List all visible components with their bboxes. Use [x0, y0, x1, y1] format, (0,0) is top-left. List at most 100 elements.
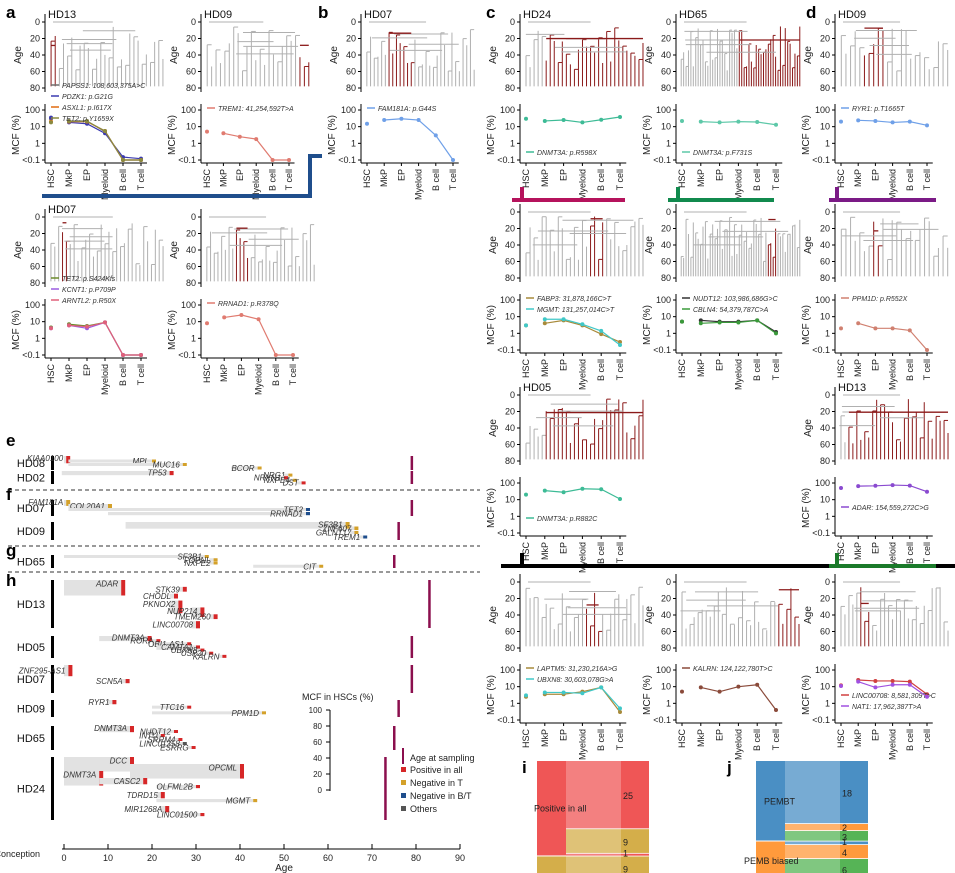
gene-label: TET2 — [283, 506, 303, 515]
clone-marker — [160, 734, 165, 737]
data-point — [542, 317, 547, 322]
data-point — [755, 682, 760, 687]
age-tick-label: 80 — [505, 456, 515, 466]
sankey-j: 1823146141PEMBTPEMB biasedPEMB restricte… — [744, 761, 868, 873]
age-tick-label: 40 — [661, 50, 671, 60]
cell-type-label: Myeloid — [733, 729, 743, 760]
donor-label: HD09 — [204, 9, 232, 21]
clone-span — [187, 746, 192, 749]
legend-label: DNMT3A: p.R598X — [537, 150, 597, 157]
clone-marker — [182, 463, 187, 466]
legend-label: Others — [410, 804, 438, 814]
cell-type-label: MkP — [540, 542, 550, 560]
sankey-count-label: 6 — [842, 866, 847, 873]
data-point — [599, 117, 604, 122]
gene-label: TREM1 — [333, 533, 360, 542]
mcf-tick-label: 10 — [30, 122, 40, 132]
panel-letter-h: h — [6, 571, 16, 590]
clone-marker — [306, 508, 310, 511]
mcf-axis-label: MCF (%) — [11, 115, 22, 155]
gene-label: CASC2 — [114, 777, 141, 786]
data-point — [736, 320, 741, 325]
clone-span — [279, 476, 284, 480]
age-at-sampling-mark — [428, 580, 431, 628]
data-point — [618, 496, 622, 501]
mcf-tick-label: 10 — [820, 122, 830, 132]
data-point — [774, 707, 778, 712]
mcf-axis-label: MCF (%) — [11, 310, 22, 350]
sankey-flow — [785, 845, 840, 859]
age-tick-label: 80 — [820, 456, 830, 466]
clone-marker — [253, 799, 258, 803]
age-x-tick-label: 10 — [103, 853, 113, 863]
gene-label: DCC — [110, 757, 128, 766]
gene-label: LINC01358 — [139, 740, 180, 749]
gene-label: DNMT3A — [112, 634, 145, 643]
age-tick-label: 80 — [661, 273, 671, 283]
data-point — [873, 685, 878, 690]
legend-label: Negative in T — [410, 778, 463, 788]
age-tick-label: 40 — [186, 50, 196, 60]
cell-type-label: T cell — [615, 542, 625, 563]
data-point — [618, 340, 622, 345]
sankey-right-node — [840, 831, 868, 841]
connector-hd13-tick — [835, 553, 839, 565]
age-axis-label: Age — [644, 46, 655, 64]
clone-marker — [174, 730, 178, 733]
cell-type-label: HSC — [521, 542, 531, 562]
donor-bar — [51, 700, 54, 717]
gene-label: NUDT12 — [140, 728, 172, 737]
age-tick-label: 80 — [820, 643, 830, 653]
age-at-sampling-mark — [393, 726, 396, 750]
data-point — [580, 691, 585, 696]
clone-marker — [213, 614, 218, 620]
data-point — [365, 121, 369, 126]
cell-type-label: B cell — [596, 729, 606, 751]
legend-label: ARNTL2: p.R50X — [61, 298, 116, 305]
age-tick-label: 60 — [820, 627, 830, 637]
data-point — [839, 326, 843, 331]
data-point — [580, 322, 585, 327]
clone-span — [68, 504, 108, 508]
clone-marker — [257, 466, 262, 470]
cell-type-label: HSC — [202, 169, 212, 189]
age-tick-label: 40 — [30, 50, 40, 60]
mcf-axis-label: MCF (%) — [801, 488, 812, 528]
clone-span — [288, 478, 293, 482]
data-point — [839, 486, 843, 491]
donor-label: HD07 — [364, 9, 392, 21]
mcf-tick-label: 10 — [661, 682, 671, 692]
mcf-tick-label: 10 — [505, 495, 515, 505]
mcf-tick-label: 100 — [656, 105, 671, 115]
clone-span — [147, 730, 174, 733]
clone-marker — [292, 478, 297, 482]
cell-type-label: EP — [235, 169, 245, 181]
cell-type-label: EP — [715, 169, 725, 181]
cell-type-label: MkP — [64, 169, 74, 187]
cell-type-label: MkP — [853, 729, 863, 747]
mcf-tick-label: <0.1 — [653, 345, 671, 355]
donor-label: HD09 — [17, 526, 45, 538]
clone-span — [99, 778, 144, 785]
age-tick-label: 0 — [825, 577, 830, 587]
age-axis-label: Age — [488, 419, 499, 437]
donor-label: HD05 — [17, 642, 45, 654]
data-point — [925, 694, 929, 699]
clone-marker — [209, 651, 214, 655]
clone-span — [218, 654, 223, 658]
sankey-right-node — [840, 761, 868, 824]
data-point — [618, 706, 622, 711]
clone-span — [160, 806, 166, 813]
legend-label: MGMT: 131,257,014C>T — [537, 307, 615, 314]
age-tick-label: 60 — [30, 262, 40, 272]
data-point — [856, 118, 861, 123]
cell-type-label: MkP — [540, 359, 550, 377]
data-point — [907, 483, 912, 488]
donor-label: HD65 — [17, 733, 45, 745]
data-point — [925, 123, 929, 128]
cell-type-label: HSC — [46, 364, 56, 384]
sankey-count-label: 3 — [842, 832, 847, 842]
